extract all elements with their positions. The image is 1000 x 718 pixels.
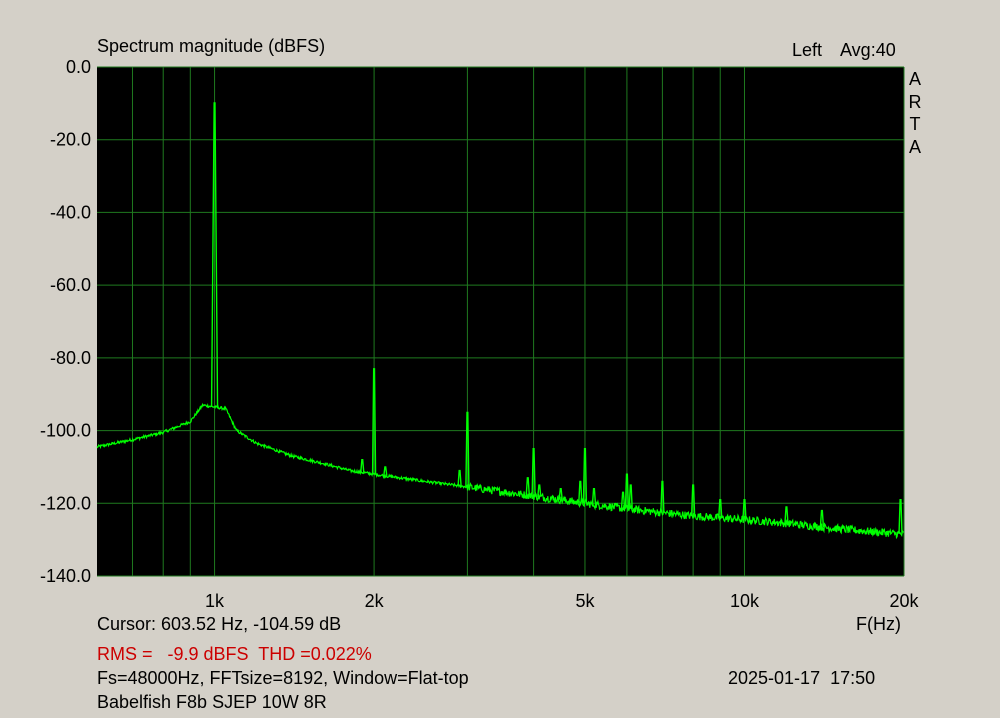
spectrum-peak bbox=[582, 448, 588, 504]
brand-letter: T bbox=[909, 114, 921, 134]
y-tick-label: -40.0 bbox=[50, 202, 91, 222]
spectrum-peak bbox=[819, 509, 825, 528]
measurement-datetime: 2025-01-17 17:50 bbox=[728, 668, 876, 688]
spectrum-peak bbox=[660, 480, 665, 513]
cursor-readout: Cursor: 603.52 Hz, -104.59 dB bbox=[97, 614, 342, 634]
x-tick-label: 5k bbox=[575, 591, 595, 611]
spectrum-peak bbox=[525, 477, 530, 496]
y-tick-label: -100.0 bbox=[40, 421, 91, 441]
y-tick-label: -60.0 bbox=[50, 275, 91, 295]
y-tick-label: 0.0 bbox=[66, 57, 91, 77]
spectrum-traces bbox=[96, 102, 904, 540]
y-tick-label: -120.0 bbox=[40, 493, 91, 513]
chart-title: Spectrum magnitude (dBFS) bbox=[97, 36, 326, 56]
x-tick-label: 1k bbox=[205, 591, 225, 611]
spectrum-peak bbox=[465, 411, 470, 487]
grid-lines bbox=[97, 66, 905, 577]
spectrum-peak bbox=[690, 484, 696, 517]
y-tick-label: -80.0 bbox=[50, 348, 91, 368]
y-tick-label: -140.0 bbox=[40, 566, 91, 586]
brand-watermark: A R T A bbox=[907, 68, 923, 158]
x-axis-ticks: 1k 2k 5k 10k 20k bbox=[205, 591, 919, 611]
channel-label: Left bbox=[792, 40, 823, 60]
spectrum-peak bbox=[558, 488, 563, 500]
brand-letter: A bbox=[908, 136, 921, 157]
spectrum-peak bbox=[578, 480, 583, 503]
brand-letter: A bbox=[908, 69, 921, 89]
spectrum-peak bbox=[537, 484, 542, 497]
rms-thd-readout: RMS = -9.9 dBFS THD =0.022% bbox=[97, 644, 372, 664]
spectrum-peak bbox=[742, 498, 747, 520]
brand-letter: R bbox=[908, 91, 922, 112]
y-tick-label: -20.0 bbox=[50, 130, 91, 150]
device-under-test: Babelfish F8b SJEP 10W 8R bbox=[97, 692, 327, 712]
spectrum-peak bbox=[383, 466, 388, 476]
spectrum-peak bbox=[784, 506, 789, 524]
averaging-label: Avg:40 bbox=[840, 40, 896, 60]
x-tick-label: 20k bbox=[889, 591, 919, 611]
spectrum-peak bbox=[531, 448, 536, 497]
x-tick-label: 10k bbox=[730, 591, 760, 611]
x-tick-label: 2k bbox=[365, 591, 385, 611]
spectrum-peak bbox=[620, 491, 626, 509]
spectrum-peak bbox=[718, 498, 723, 518]
spectrum-peak bbox=[457, 469, 462, 486]
spectrum-peak bbox=[898, 498, 903, 534]
spectrum-peak bbox=[371, 368, 377, 475]
spectrum-trace bbox=[96, 402, 904, 540]
spectrum-peak bbox=[591, 488, 597, 505]
spectrum-peak bbox=[360, 458, 365, 473]
x-axis-label: F(Hz) bbox=[856, 614, 901, 634]
spectrum-peak bbox=[624, 473, 630, 509]
analysis-settings: Fs=48000Hz, FFTsize=8192, Window=Flat-to… bbox=[97, 668, 469, 688]
plot-area[interactable] bbox=[97, 67, 904, 576]
spectrum-peak bbox=[210, 102, 219, 407]
spectrum-peak bbox=[628, 484, 633, 510]
y-axis-ticks: 0.0 -20.0 -40.0 -60.0 -80.0 -100.0 -120.0 -140.… bbox=[40, 57, 91, 586]
